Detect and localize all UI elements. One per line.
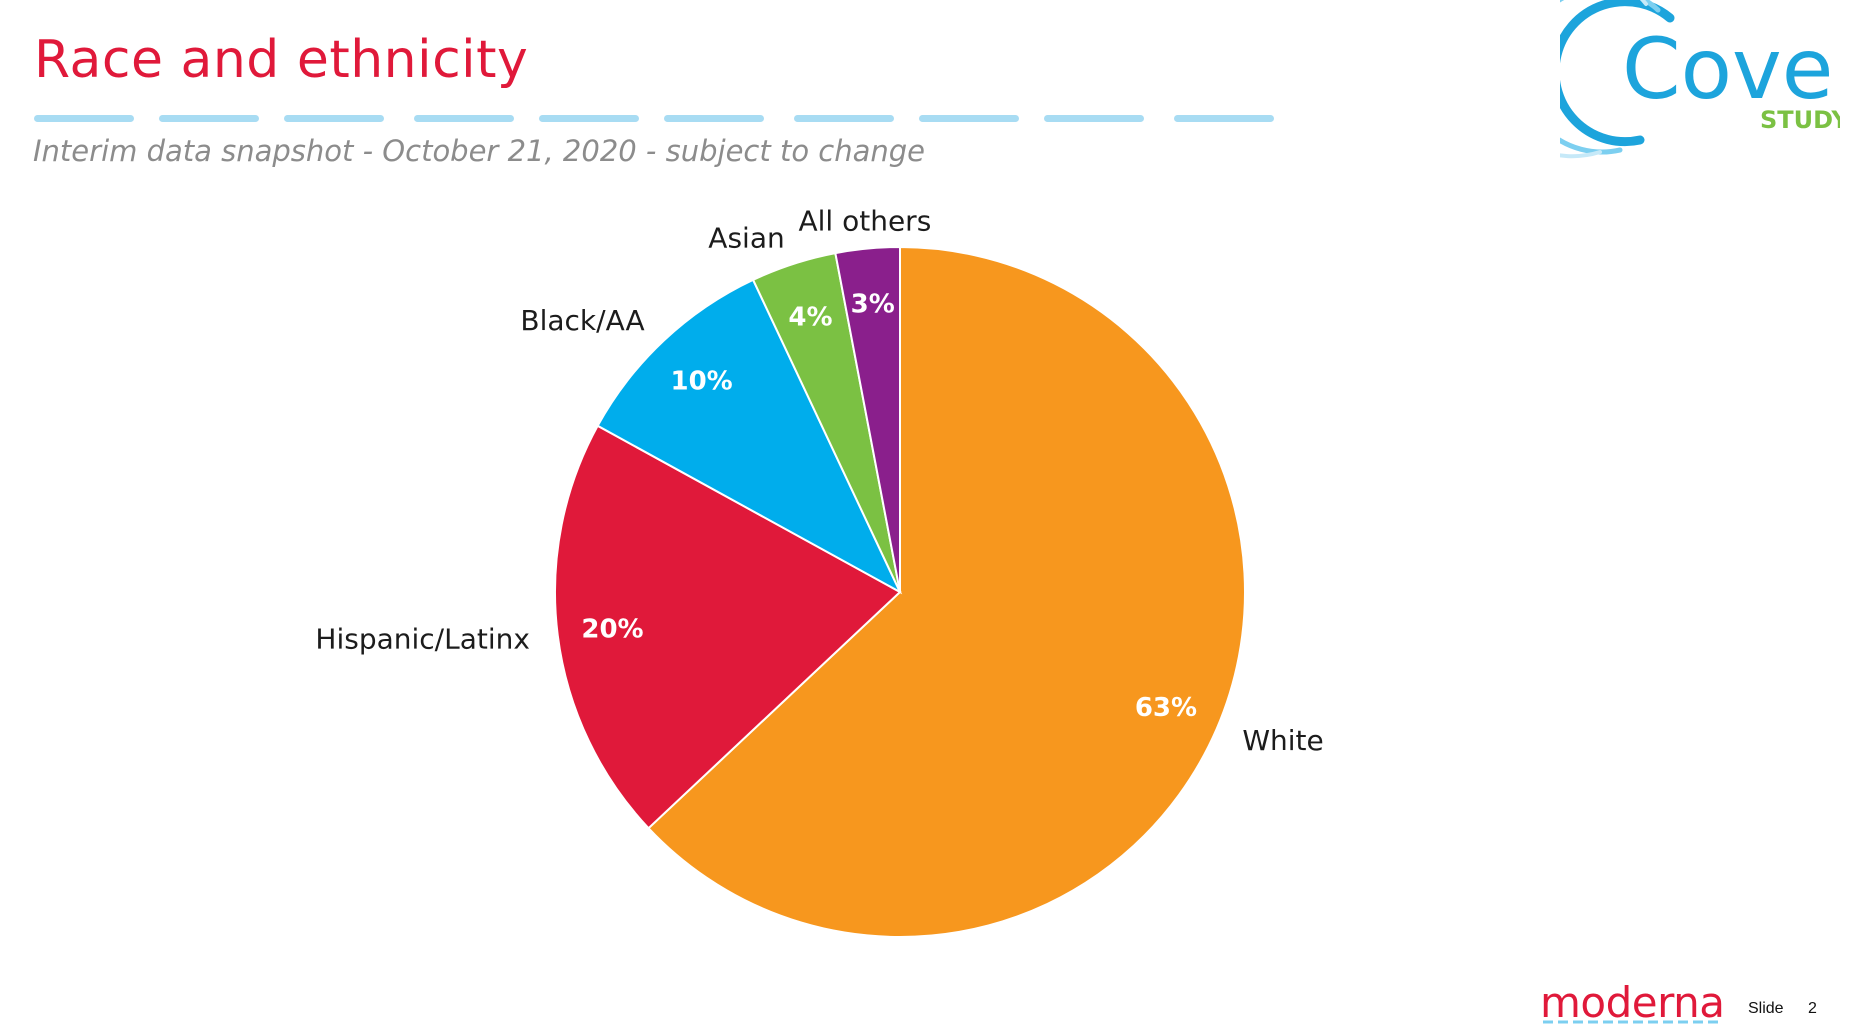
title-dash-rule: [34, 115, 1274, 122]
logo-text-main: Cove: [1622, 20, 1833, 118]
cove-study-logo: Cove STUDY: [1560, 0, 1840, 159]
swirl-icon: [1560, 0, 1675, 159]
pie-slice-black-aa: [596, 278, 903, 595]
dash-segment: [794, 115, 894, 122]
pie-category-label-hispanic-latinx: Hispanic/Latinx: [315, 623, 530, 656]
slide-label: Slide: [1748, 1000, 1784, 1017]
dash-segment: [539, 115, 639, 122]
moderna-underline: [1543, 1020, 1723, 1024]
pie-slices: [554, 245, 1246, 938]
pie-slice-hispanic-latinx: [554, 424, 902, 830]
pie-value-label-hispanic-latinx: 20%: [581, 614, 643, 644]
pie-category-label-all-others: All others: [798, 205, 931, 238]
dash-segment: [284, 115, 384, 122]
pie-category-label-asian: Asian: [708, 221, 784, 254]
pie-value-labels: 63% 20% 10% 4% 3%: [581, 289, 1197, 723]
dash-segments: [34, 115, 1274, 122]
pie-category-label-black-aa: Black/AA: [520, 304, 644, 337]
dash-segment: [414, 115, 514, 122]
pie-slice-all-others: [834, 245, 901, 593]
slide-title: Race and ethnicity: [34, 30, 529, 90]
dash-segment: [34, 115, 134, 122]
slide-number: 2: [1808, 1000, 1817, 1017]
dash-segment: [664, 115, 764, 122]
pie-slice-white: [647, 245, 1246, 938]
dash-segment: [159, 115, 259, 122]
slide-subtitle: Interim data snapshot - October 21, 2020…: [33, 134, 926, 168]
pie-value-label-white: 63%: [1135, 693, 1197, 723]
pie-category-labels: White Hispanic/Latinx Black/AA Asian All oth…: [315, 205, 1323, 757]
pie-category-label-white: White: [1242, 724, 1323, 757]
pie-value-label-black-aa: 10%: [671, 367, 733, 397]
dash-segment: [1174, 115, 1274, 122]
logo-text-sub: STUDY: [1760, 106, 1840, 134]
pie-value-label-all-others: 3%: [851, 289, 895, 319]
moderna-logo: moderna: [1540, 978, 1725, 1027]
pie-value-label-asian: 4%: [788, 302, 832, 332]
dash-segment: [919, 115, 1019, 122]
dash-segment: [1044, 115, 1144, 122]
